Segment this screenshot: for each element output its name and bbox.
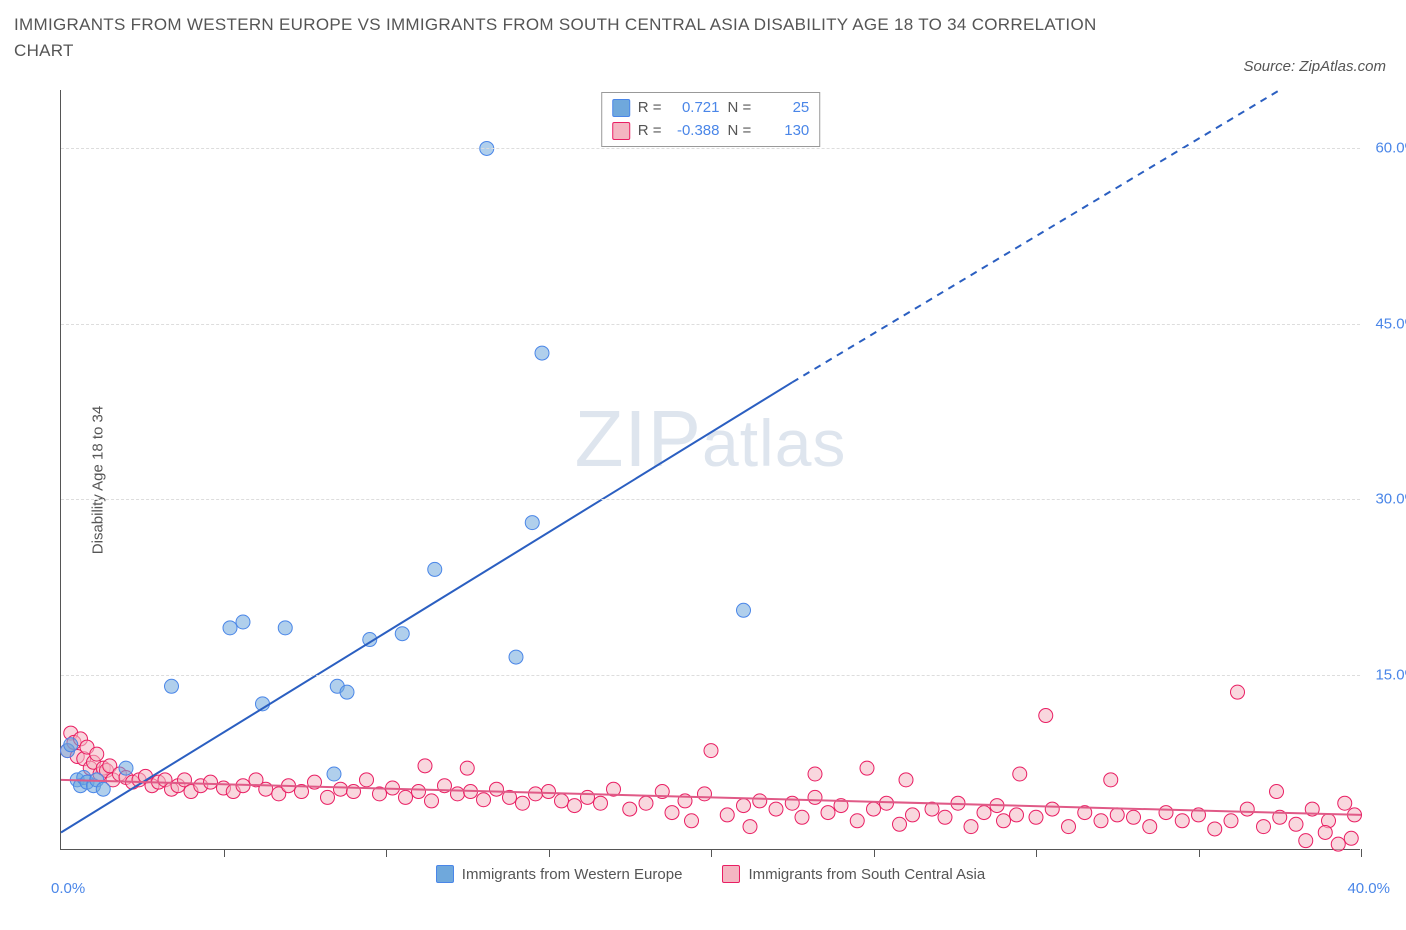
- y-tick-label: 60.0%: [1375, 140, 1406, 157]
- plot-area: ZIPatlas R = 0.721 N = 25 R = -0.388 N =…: [60, 90, 1360, 850]
- legend-swatch-we-2: [436, 865, 454, 883]
- legend-series: Immigrants from Western Europe Immigrant…: [61, 865, 1360, 883]
- x-tick: [711, 849, 712, 857]
- legend-row-sca: R = -0.388 N = 130: [612, 120, 810, 143]
- plot-svg: [61, 90, 1361, 850]
- chart-container: Disability Age 18 to 34 ZIPatlas R = 0.7…: [50, 90, 1370, 870]
- x-tick: [874, 849, 875, 857]
- gridline: [61, 675, 1360, 676]
- legend-swatch-sca-2: [722, 865, 740, 883]
- legend-row-we: R = 0.721 N = 25: [612, 97, 810, 120]
- legend-swatch-sca: [612, 122, 630, 140]
- y-tick-label: 30.0%: [1375, 491, 1406, 508]
- y-tick-label: 45.0%: [1375, 315, 1406, 332]
- legend-item-we: Immigrants from Western Europe: [436, 865, 683, 883]
- legend-r-we: 0.721: [670, 97, 720, 120]
- x-tick-label-left: 0.0%: [51, 880, 85, 897]
- legend-n-label: N =: [728, 97, 752, 120]
- x-tick: [224, 849, 225, 857]
- legend-r-label2: R =: [638, 120, 662, 143]
- legend-name-we: Immigrants from Western Europe: [462, 866, 683, 883]
- x-tick: [549, 849, 550, 857]
- x-tick-label-right: 40.0%: [1347, 880, 1390, 897]
- legend-stats: R = 0.721 N = 25 R = -0.388 N = 130: [601, 92, 821, 147]
- chart-title: IMMIGRANTS FROM WESTERN EUROPE VS IMMIGR…: [14, 12, 1114, 63]
- source-attribution: Source: ZipAtlas.com: [1243, 58, 1386, 75]
- legend-n-we: 25: [759, 97, 809, 120]
- x-tick: [1199, 849, 1200, 857]
- y-tick-label: 15.0%: [1375, 666, 1406, 683]
- x-tick: [386, 849, 387, 857]
- gridline: [61, 324, 1360, 325]
- legend-n-label2: N =: [728, 120, 752, 143]
- legend-item-sca: Immigrants from South Central Asia: [722, 865, 985, 883]
- legend-r-label: R =: [638, 97, 662, 120]
- legend-swatch-we: [612, 99, 630, 117]
- legend-name-sca: Immigrants from South Central Asia: [748, 866, 985, 883]
- legend-n-sca: 130: [759, 120, 809, 143]
- gridline: [61, 499, 1360, 500]
- x-tick: [1361, 849, 1362, 857]
- gridline: [61, 148, 1360, 149]
- x-tick: [1036, 849, 1037, 857]
- legend-r-sca: -0.388: [670, 120, 720, 143]
